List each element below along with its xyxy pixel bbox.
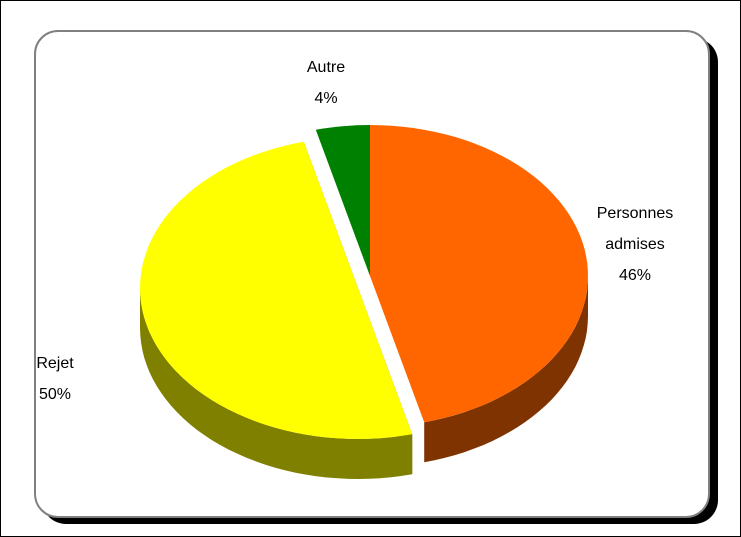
slice-label-autre: Autre 4%	[306, 59, 346, 107]
pie-side-personnes-admises	[424, 276, 588, 463]
slice-label-personnes-admises: Personnes admises 46%	[596, 205, 674, 284]
pie-slice-personnes-admises	[370, 125, 588, 423]
pie-side-rejet	[140, 288, 413, 479]
pie-slice-rejet	[140, 141, 413, 439]
slice-label-rejet: Rejet 50%	[36, 355, 74, 403]
pie-slice-autre	[315, 125, 370, 276]
